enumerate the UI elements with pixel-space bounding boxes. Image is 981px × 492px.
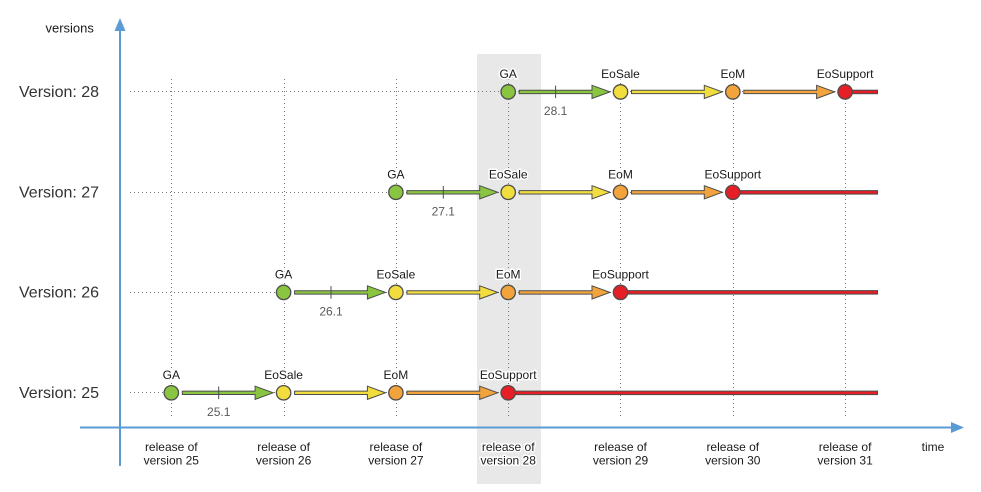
svg-text:release of: release of [370, 440, 423, 454]
svg-text:Version: 27: Version: 27 [19, 184, 99, 201]
svg-text:release of: release of [819, 440, 872, 454]
svg-text:version 26: version 26 [256, 454, 312, 468]
svg-text:EoM: EoM [608, 167, 633, 181]
svg-text:Version: 25: Version: 25 [19, 385, 99, 402]
svg-text:version 27: version 27 [368, 454, 424, 468]
svg-text:26.1: 26.1 [319, 304, 343, 318]
svg-text:release of: release of [482, 440, 535, 454]
svg-text:release of: release of [257, 440, 310, 454]
svg-text:version 25: version 25 [144, 454, 200, 468]
svg-text:version 30: version 30 [705, 454, 761, 468]
svg-text:EoSupport: EoSupport [592, 267, 649, 281]
svg-text:version 31: version 31 [817, 454, 873, 468]
svg-text:GA: GA [163, 368, 180, 382]
svg-text:EoM: EoM [384, 368, 409, 382]
svg-text:EoSale: EoSale [489, 167, 528, 181]
svg-text:release of: release of [706, 440, 759, 454]
svg-text:25.1: 25.1 [207, 405, 231, 419]
svg-text:EoSale: EoSale [601, 67, 640, 81]
svg-text:EoM: EoM [720, 67, 745, 81]
svg-text:GA: GA [387, 167, 404, 181]
svg-text:release of: release of [594, 440, 647, 454]
svg-text:Version: 28: Version: 28 [19, 84, 99, 101]
svg-text:versions: versions [45, 21, 94, 36]
svg-text:EoM: EoM [496, 267, 521, 281]
svg-text:27.1: 27.1 [432, 204, 456, 218]
svg-text:EoSupport: EoSupport [480, 368, 537, 382]
svg-text:28.1: 28.1 [544, 104, 568, 118]
svg-text:version 28: version 28 [481, 454, 537, 468]
svg-text:release of: release of [145, 440, 198, 454]
svg-text:Version: 26: Version: 26 [19, 284, 99, 301]
svg-text:version 29: version 29 [593, 454, 649, 468]
svg-text:EoSupport: EoSupport [817, 67, 874, 81]
svg-text:time: time [922, 440, 945, 454]
svg-text:GA: GA [275, 267, 292, 281]
svg-text:GA: GA [500, 67, 517, 81]
svg-text:EoSupport: EoSupport [704, 167, 761, 181]
svg-text:EoSale: EoSale [264, 368, 303, 382]
svg-text:EoSale: EoSale [377, 267, 416, 281]
